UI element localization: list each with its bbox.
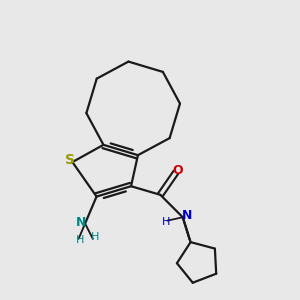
Text: N: N <box>76 216 86 229</box>
Text: S: S <box>65 153 75 167</box>
Text: H: H <box>76 236 85 245</box>
Text: O: O <box>172 164 183 177</box>
Text: H: H <box>162 217 170 227</box>
Text: N: N <box>182 209 192 222</box>
Text: H: H <box>91 232 99 242</box>
